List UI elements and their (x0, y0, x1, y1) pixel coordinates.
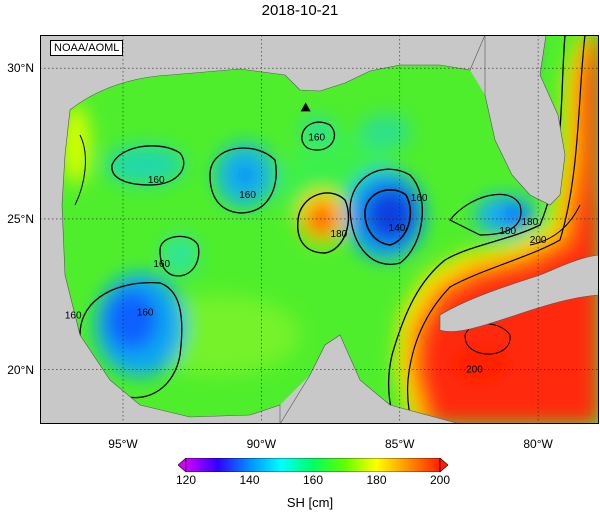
cuba-land (439, 254, 599, 332)
station-marker (300, 102, 311, 112)
northern-coast-land (40, 35, 599, 424)
y-tick-label: 30°N (7, 61, 34, 76)
colorbar-label: SH [cm] (286, 495, 334, 510)
contour-label: 160 (153, 259, 170, 270)
colorbar-tick-label: 120 (175, 473, 197, 487)
colorbar-tick-label: 180 (366, 473, 387, 487)
x-tick-label: 95°W (108, 437, 138, 451)
x-tick-label: 85°W (385, 437, 415, 451)
contour-lines (74, 35, 586, 424)
y-tick-label: 20°N (7, 362, 34, 377)
contour-label: 160 (411, 193, 428, 204)
y-tick-label: 25°N (7, 211, 34, 226)
map-title: 2018-10-21 (261, 2, 339, 19)
contour-label: 160 (239, 190, 256, 201)
graticule (40, 35, 599, 424)
contour-label: 180 (331, 229, 348, 240)
contour-label: 140 (389, 223, 406, 234)
contour-label: 160 (308, 133, 325, 144)
contour-label: 200 (466, 365, 483, 376)
colorbar-max-arrow (439, 457, 449, 473)
x-tick-label: 80°W (523, 437, 553, 451)
map-canvas: 160 160 160 160 160 160 180 140 160 180 180 200 200 (40, 35, 599, 424)
colorbar-tick-label: 140 (239, 473, 260, 487)
colorbar-tick-label: 200 (429, 473, 451, 487)
contour-label: 160 (148, 175, 165, 186)
contour-label: 160 (137, 307, 154, 318)
contour-label: 180 (521, 217, 538, 228)
contour-label: 180 (499, 226, 516, 237)
colorbar (177, 457, 449, 473)
map-border (40, 35, 599, 424)
land-masses (40, 35, 599, 424)
colorbar-tick-label: 160 (302, 473, 324, 487)
yucatan-land (279, 334, 461, 424)
contour-label: 200 (530, 235, 547, 246)
credit-label: NOAA/AOML (50, 40, 124, 56)
colorbar-min-arrow (177, 457, 187, 473)
colorbar-gradient (185, 457, 441, 473)
contour-label: 160 (65, 310, 82, 321)
contour-label-layer: 160 160 160 160 160 160 180 140 160 180 180 200 200 (65, 133, 547, 376)
sea-height-map: 160 160 160 160 160 160 180 140 160 180 180 200 200 (40, 35, 599, 424)
x-tick-label: 90°W (246, 437, 277, 451)
